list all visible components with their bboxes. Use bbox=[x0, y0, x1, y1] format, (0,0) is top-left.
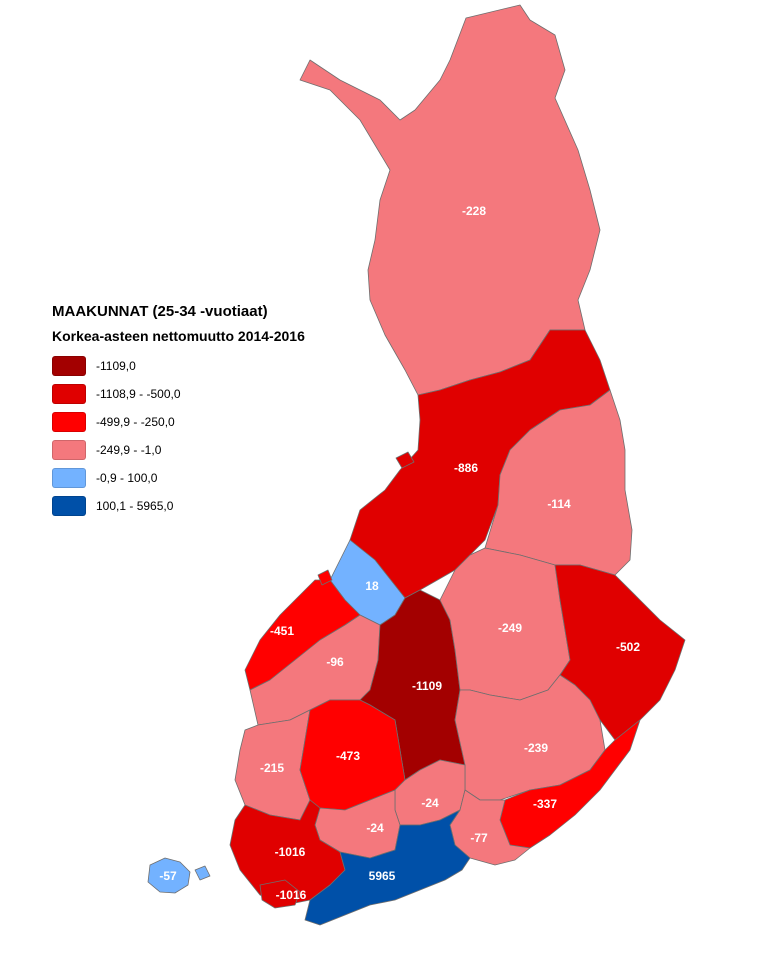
legend-swatch bbox=[52, 412, 86, 432]
island-vaasa-archipelago bbox=[317, 569, 333, 586]
legend-label: -1108,9 - -500,0 bbox=[96, 387, 181, 401]
legend-item: 100,1 - 5965,0 bbox=[52, 492, 372, 520]
legend-item: -499,9 - -250,0 bbox=[52, 408, 372, 436]
label-pohjois-pohjanmaa: -886 bbox=[454, 461, 478, 475]
label-pohjois-savo: -249 bbox=[498, 621, 522, 635]
region-ahvenanmaa-islet bbox=[194, 865, 211, 881]
label-pirkanmaa: -473 bbox=[336, 749, 360, 763]
region-turunmaa bbox=[259, 879, 301, 909]
legend-item: -1109,0 bbox=[52, 352, 372, 380]
legend-swatch bbox=[52, 468, 86, 488]
label-keski-suomi: -1109 bbox=[412, 679, 442, 693]
label-paijat-hame: -24 bbox=[421, 796, 439, 810]
legend-label: -1109,0 bbox=[96, 359, 136, 373]
label-pohjanmaa: -451 bbox=[270, 624, 294, 638]
legend-item: -0,9 - 100,0 bbox=[52, 464, 372, 492]
label-lappi: -228 bbox=[462, 204, 486, 218]
region-ahvenanmaa bbox=[147, 857, 191, 894]
label-etela-pohjanmaa: -96 bbox=[326, 655, 344, 669]
legend-item: -1108,9 - -500,0 bbox=[52, 380, 372, 408]
region-lappi bbox=[299, 4, 601, 396]
label-varsinais-suomi: -1016 bbox=[275, 845, 306, 859]
legend-label: -0,9 - 100,0 bbox=[96, 471, 158, 485]
legend-label: -499,9 - -250,0 bbox=[96, 415, 175, 429]
label-kainuu: -114 bbox=[547, 497, 571, 511]
label-etela-savo: -239 bbox=[524, 741, 548, 755]
label-kanta-hame: -24 bbox=[366, 821, 384, 835]
label-turunmaa: -1016 bbox=[276, 888, 307, 902]
label-keski-pohjanmaa: 18 bbox=[365, 579, 379, 593]
island-hailuoto bbox=[395, 451, 415, 469]
label-etela-karjala: -337 bbox=[533, 797, 557, 811]
legend-swatch bbox=[52, 356, 86, 376]
legend-swatch bbox=[52, 496, 86, 516]
label-uusimaa: 5965 bbox=[369, 869, 396, 883]
label-kymenlaakso: -77 bbox=[470, 831, 488, 845]
label-satakunta: -215 bbox=[260, 761, 284, 775]
legend-swatch bbox=[52, 440, 86, 460]
legend-label: 100,1 - 5965,0 bbox=[96, 499, 174, 513]
label-pohjois-karjala: -502 bbox=[616, 640, 640, 654]
label-ahvenanmaa: -57 bbox=[159, 869, 177, 883]
legend-swatch bbox=[52, 384, 86, 404]
legend-label: -249,9 - -1,0 bbox=[96, 443, 162, 457]
legend: MAAKUNNAT (25-34 -vuotiaat) Korkea-astee… bbox=[52, 303, 372, 520]
legend-title: MAAKUNNAT (25-34 -vuotiaat) bbox=[52, 303, 268, 320]
legend-subtitle: Korkea-asteen nettomuutto 2014-2016 bbox=[52, 328, 305, 344]
region-uusimaa bbox=[304, 809, 471, 926]
legend-item: -249,9 - -1,0 bbox=[52, 436, 372, 464]
